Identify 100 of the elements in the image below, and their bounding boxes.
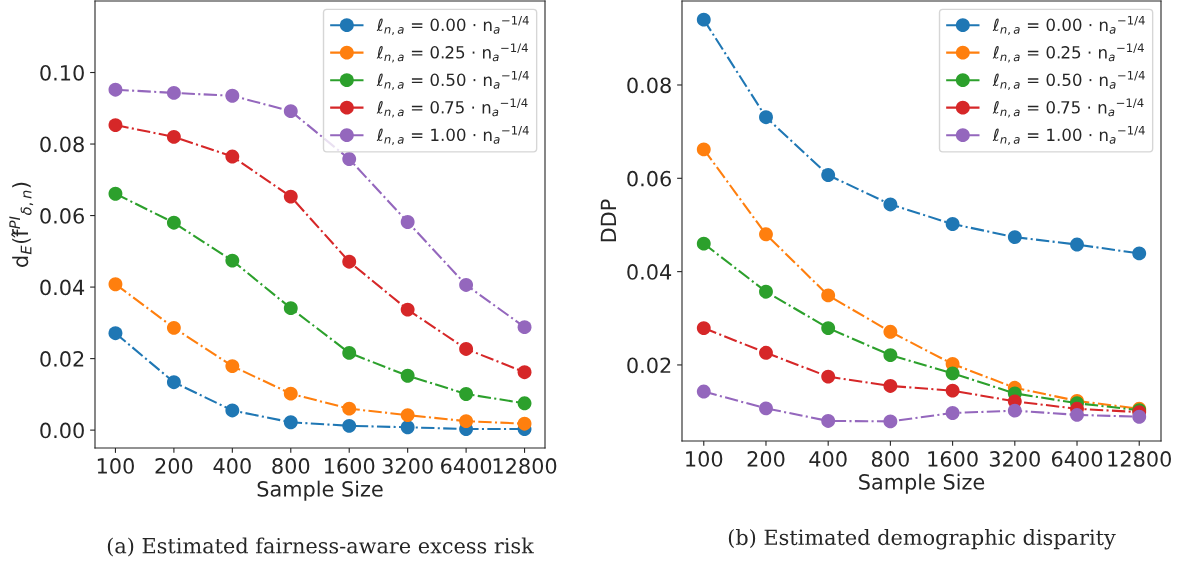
x-tick-label: 100	[97, 458, 134, 474]
x-axis-title: Sample Size	[859, 473, 985, 494]
point	[1070, 237, 1084, 252]
legend-label: ℓ$_{n,a}$ = 0.75 · n$_{a}$$^{−1/4}$	[376, 98, 528, 118]
x-tick-label: 6400	[441, 458, 492, 474]
point	[342, 345, 357, 360]
point	[166, 129, 181, 144]
legend-label: ℓ$_{n,a}$ = 0.50 · n$_{a}$$^{−1/4}$	[376, 71, 529, 90]
point	[283, 104, 298, 119]
point	[108, 82, 123, 97]
point	[696, 236, 711, 251]
point	[166, 320, 181, 335]
y-tick-label: 0.10	[40, 64, 84, 81]
point	[883, 414, 898, 429]
point	[225, 359, 240, 374]
legend-label: ℓ$_{n,a}$ = 0.75 · n$_{a}$$^{−1/4}$	[992, 98, 1144, 118]
legend-label: ℓ$_{n,a}$ = 0.00 · n$_{a}$$^{−1/4}$	[376, 16, 529, 35]
point	[945, 217, 960, 231]
point	[108, 186, 123, 201]
x-tick-label: 12800	[1108, 451, 1171, 467]
point	[1007, 230, 1022, 245]
point	[400, 215, 415, 229]
point	[342, 401, 357, 416]
point	[945, 383, 960, 398]
point	[945, 366, 960, 381]
point	[283, 301, 298, 316]
y-tick-label: 0.04	[627, 264, 672, 280]
point	[342, 418, 357, 433]
point	[883, 348, 898, 363]
x-tick-label: 800	[871, 451, 909, 467]
point	[108, 118, 123, 133]
y-tick-label: 0.02	[40, 351, 84, 367]
point	[821, 168, 836, 182]
point	[342, 254, 357, 269]
point	[108, 326, 123, 341]
point	[696, 384, 711, 399]
x-tick-label: 1600	[325, 458, 375, 474]
x-tick-label: 800	[272, 458, 310, 474]
point	[459, 277, 474, 292]
x-tick-label: 3200	[382, 458, 433, 474]
point	[1070, 407, 1084, 422]
point	[225, 88, 240, 103]
legend-label: ℓ$_{n,a}$ = 1.00 · n$_{a}$$^{−1/4}$	[992, 126, 1145, 145]
point	[459, 342, 474, 356]
point	[166, 85, 181, 100]
point	[696, 321, 711, 336]
point	[108, 277, 123, 292]
point	[883, 324, 898, 339]
point	[517, 416, 532, 431]
x-tick-label: 6400	[1051, 451, 1103, 467]
point	[945, 406, 960, 420]
y-tick-label: 0.08	[627, 77, 671, 94]
y-tick-label: 0.06	[627, 170, 671, 187]
point	[883, 379, 898, 393]
x-axis-title: Sample Size	[257, 480, 383, 501]
point	[400, 368, 415, 383]
x-tick-label: 200	[747, 451, 785, 467]
y-tick-label: 0.08	[40, 136, 84, 153]
legend-label: ℓ$_{n,a}$ = 0.00 · n$_{a}$$^{−1/4}$	[992, 16, 1145, 35]
x-tick-label: 200	[155, 458, 193, 474]
point	[283, 386, 298, 401]
point	[759, 284, 773, 299]
point	[1132, 246, 1147, 261]
point	[166, 215, 181, 230]
point	[342, 152, 357, 166]
point	[821, 288, 836, 303]
point	[821, 369, 836, 384]
y-tick-label: 0.02	[627, 357, 671, 374]
point	[821, 321, 836, 336]
y-axis-title: DDP	[600, 199, 616, 242]
y-tick-label: 0.00	[40, 422, 84, 439]
point	[225, 149, 240, 164]
x-tick-label: 3200	[989, 451, 1040, 467]
point	[225, 403, 240, 418]
text: (a) Estimated fairness-aware excess risk	[107, 537, 534, 557]
point	[400, 420, 415, 435]
text: (b) Estimated demographic disparity	[728, 529, 1116, 550]
x-tick-label: 12800	[493, 458, 557, 474]
point	[759, 227, 773, 242]
point	[883, 197, 898, 212]
y-tick-label: 0.06	[40, 208, 84, 224]
point	[1007, 403, 1022, 418]
point	[283, 189, 298, 204]
x-tick-label: 400	[213, 458, 251, 474]
point	[759, 401, 773, 416]
point	[459, 414, 474, 429]
point	[696, 12, 711, 27]
y-tick-label: 0.04	[40, 279, 85, 296]
point	[759, 345, 773, 360]
legend-label: ℓ$_{n,a}$ = 1.00 · n$_{a}$$^{−1/4}$	[376, 126, 529, 145]
point	[517, 396, 532, 411]
point	[400, 408, 415, 423]
point	[1132, 409, 1147, 424]
point	[283, 415, 298, 430]
point	[400, 302, 415, 317]
point	[696, 142, 711, 157]
x-tick-label: 400	[809, 451, 847, 467]
point	[517, 365, 532, 380]
point	[459, 387, 474, 401]
point	[225, 253, 240, 268]
